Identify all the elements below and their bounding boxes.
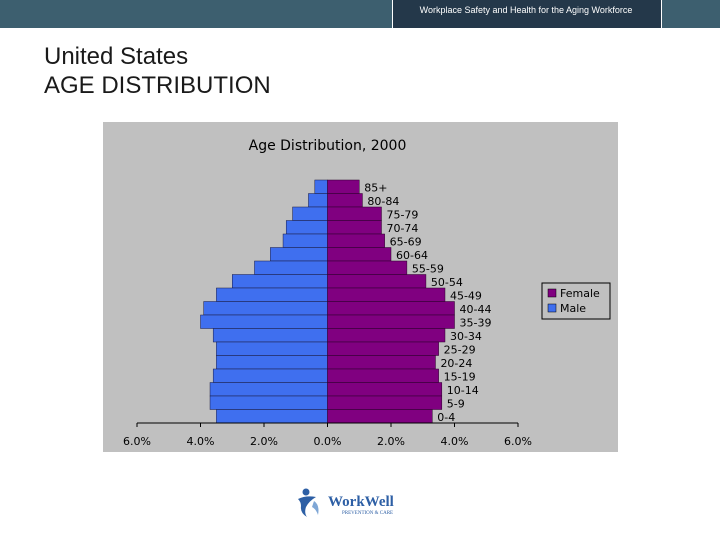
x-tick-label: 0.0%	[314, 435, 342, 448]
age-group-label: 80-84	[367, 195, 399, 208]
bar-male	[232, 274, 328, 289]
header-title: Workplace Safety and Health for the Agin…	[419, 5, 633, 15]
x-tick-label: 6.0%	[504, 435, 532, 448]
bar-female	[327, 287, 446, 302]
bar-female	[327, 314, 455, 329]
bar-female	[327, 328, 446, 343]
bar-male	[212, 328, 328, 343]
bar-female	[327, 247, 392, 262]
x-tick-label: 4.0%	[187, 435, 215, 448]
slide-title: United States AGE DISTRIBUTION	[44, 42, 271, 100]
bar-female	[327, 395, 443, 410]
bar-female	[327, 193, 363, 208]
bar-male	[212, 368, 328, 383]
x-tick-label: 2.0%	[377, 435, 405, 448]
bar-female	[327, 233, 385, 248]
bar-male	[209, 382, 328, 397]
legend-swatch	[547, 303, 557, 313]
bar-female	[327, 409, 433, 424]
bar-female	[327, 368, 439, 383]
age-group-label: 55-59	[412, 263, 444, 276]
age-group-label: 35-39	[460, 317, 492, 330]
bar-male	[270, 247, 328, 262]
bar-male	[200, 314, 328, 329]
slide-title-line2: AGE DISTRIBUTION	[44, 72, 271, 99]
bar-male	[314, 179, 328, 194]
age-group-label: 30-34	[450, 330, 482, 343]
bar-male	[216, 409, 328, 424]
bar-male	[254, 260, 328, 275]
x-tick-label: 4.0%	[441, 435, 469, 448]
age-group-label: 50-54	[431, 276, 463, 289]
bar-female	[327, 301, 455, 316]
age-group-label: 15-19	[444, 371, 476, 384]
legend-label: Female	[560, 287, 600, 300]
age-group-label: 65-69	[390, 236, 422, 249]
x-tick-label: 2.0%	[250, 435, 278, 448]
age-group-label: 85+	[364, 182, 387, 195]
bar-male	[285, 220, 328, 235]
legend-swatch	[547, 288, 557, 298]
logo-subtext: PREVENTION & CARE	[342, 511, 393, 516]
workwell-logo: WorkWell PREVENTION & CARE	[298, 488, 394, 517]
bar-female	[327, 274, 427, 289]
bar-male	[292, 206, 328, 221]
age-group-label: 40-44	[460, 303, 492, 316]
chart-title: Age Distribution, 2000	[249, 138, 407, 154]
bar-male	[203, 301, 328, 316]
bar-male	[216, 341, 328, 356]
age-group-label: 60-64	[396, 249, 428, 262]
bar-male	[209, 395, 328, 410]
x-tick-label: 6.0%	[123, 435, 151, 448]
bar-female	[327, 206, 382, 221]
slide-title-line1: United States	[44, 43, 189, 70]
bar-female	[327, 260, 408, 275]
bar-female	[327, 355, 436, 370]
bar-female	[327, 382, 443, 397]
header-bar: Workplace Safety and Health for the Agin…	[0, 0, 720, 28]
bar-male	[308, 193, 328, 208]
workwell-figure-icon	[298, 488, 319, 517]
age-group-label: 70-74	[386, 222, 418, 235]
age-group-label: 20-24	[440, 357, 472, 370]
age-group-label: 25-29	[444, 344, 476, 357]
age-group-label: 0-4	[437, 411, 455, 424]
bar-male	[216, 355, 328, 370]
age-group-label: 45-49	[450, 290, 482, 303]
bar-female	[327, 220, 382, 235]
legend-label: Male	[560, 302, 586, 315]
bar-female	[327, 179, 360, 194]
logo-text: WorkWell	[328, 494, 394, 510]
age-group-label: 5-9	[447, 398, 465, 411]
bar-female	[327, 341, 439, 356]
age-group-label: 75-79	[386, 209, 418, 222]
bar-male	[282, 233, 328, 248]
bar-male	[216, 287, 328, 302]
age-group-label: 10-14	[447, 384, 479, 397]
header-title-box	[392, 0, 662, 28]
